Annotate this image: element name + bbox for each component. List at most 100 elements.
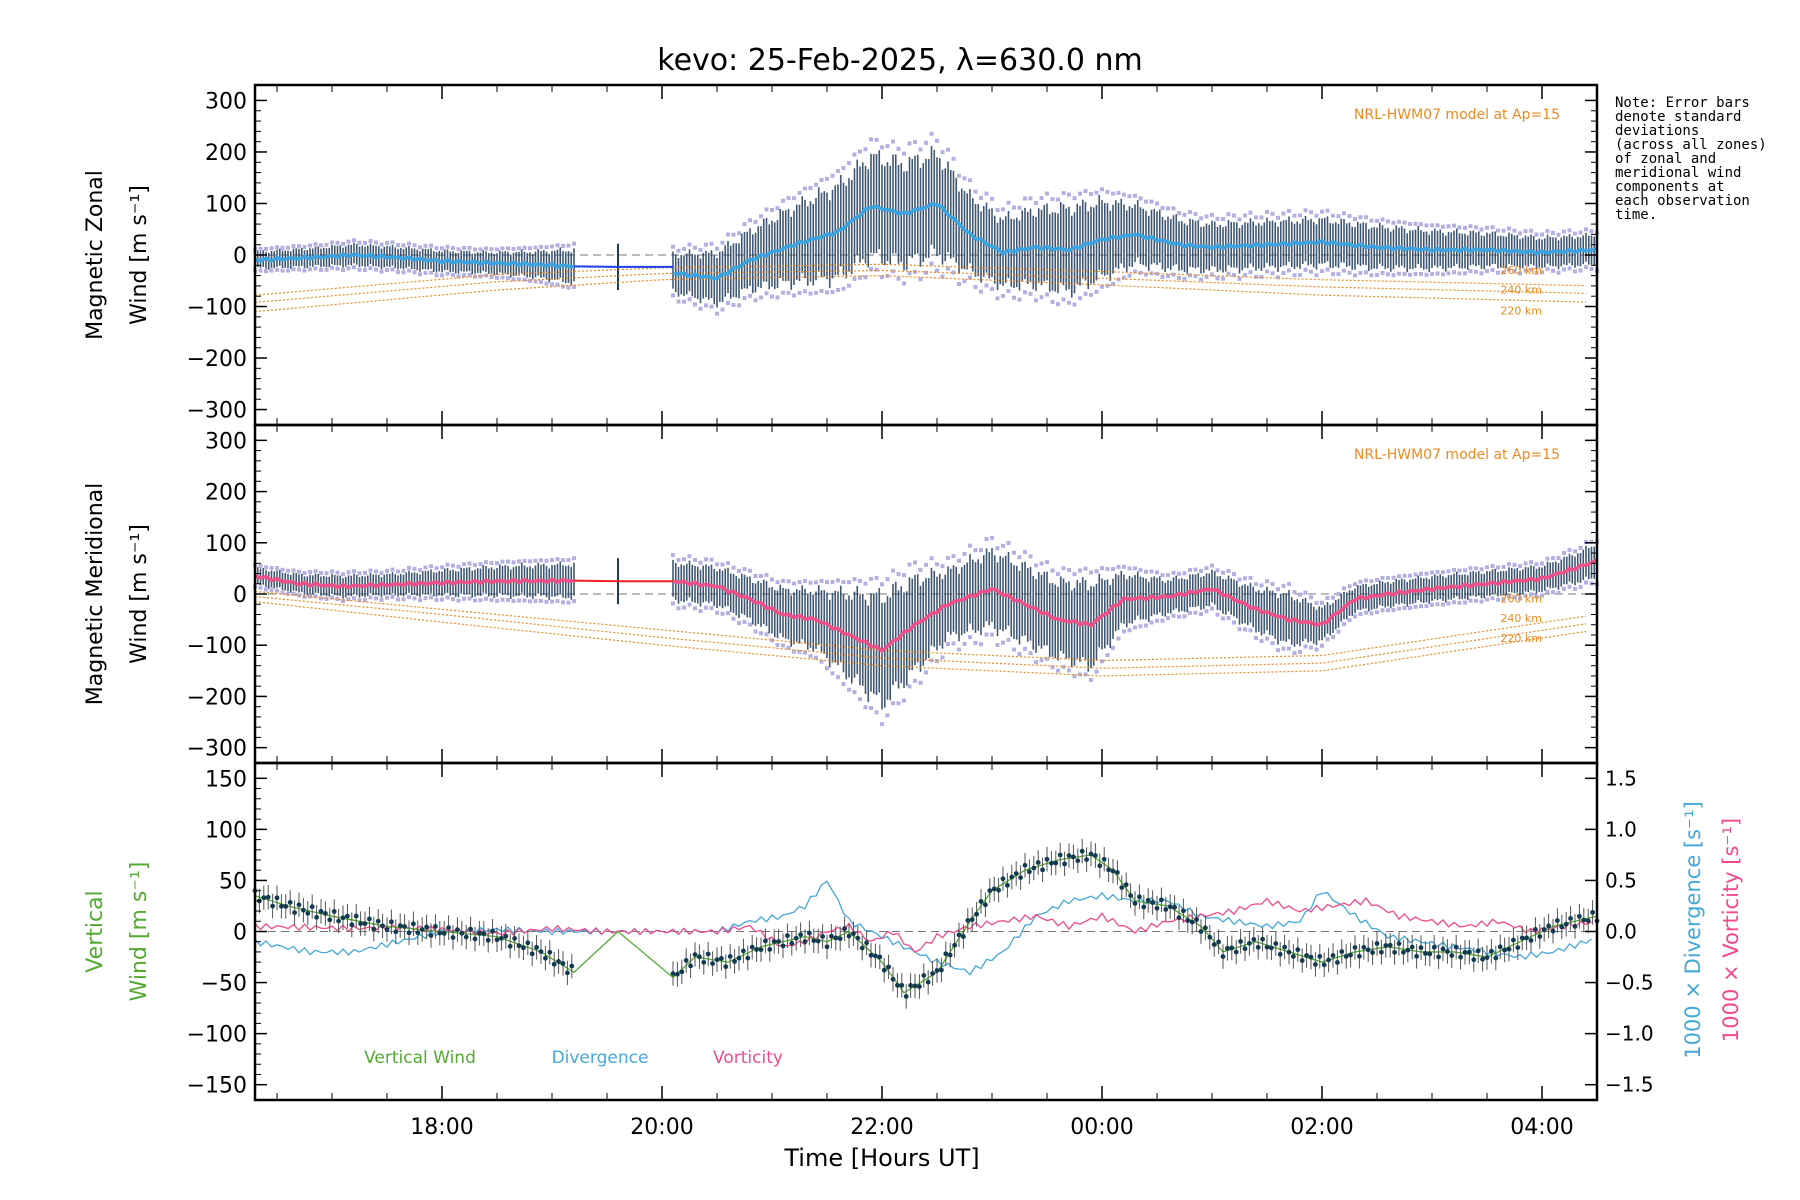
vertical-wind-point [1233, 949, 1239, 955]
vertical-wind-point [309, 904, 315, 910]
zone-point [1259, 215, 1264, 220]
zone-point [962, 176, 967, 181]
zone-point [1072, 572, 1077, 577]
zone-point [539, 558, 543, 563]
zone-point [418, 568, 422, 573]
zone-point [1039, 658, 1044, 663]
zone-point [1072, 674, 1077, 679]
zone-point [385, 267, 389, 272]
zone-point [1177, 614, 1181, 619]
zone-point [1556, 270, 1561, 275]
zone-point [1501, 270, 1506, 275]
vertical-wind-point [1392, 949, 1397, 955]
zone-point [1479, 567, 1484, 572]
zone-point [1133, 625, 1137, 630]
zone-point [1573, 231, 1577, 236]
vertical-wind-point [837, 936, 843, 942]
zone-point [1045, 656, 1049, 661]
zone-point [544, 599, 549, 604]
vertical-wind-point [296, 902, 302, 908]
zone-point [742, 619, 747, 624]
vertical-wind-point [1343, 953, 1349, 959]
zone-point [423, 565, 428, 570]
zone-point [951, 554, 956, 559]
right-y-tick-label: −1.5 [1605, 1073, 1654, 1097]
zone-point [786, 290, 791, 295]
vertical-wind-point [741, 948, 746, 954]
note-line: time. [1615, 207, 1658, 223]
zone-point [797, 649, 802, 654]
vertical-wind-point [815, 938, 821, 944]
zone-point [1232, 273, 1236, 278]
zone-point [445, 595, 450, 600]
vertical-wind-point [1145, 898, 1151, 903]
zone-point [440, 246, 444, 251]
zone-point [423, 270, 428, 275]
zone-point [1298, 592, 1302, 597]
zone-point [1292, 213, 1297, 218]
zone-point [456, 274, 461, 279]
zone-point [781, 198, 785, 203]
zone-point [511, 277, 516, 282]
vertical-wind-point [1260, 936, 1265, 942]
zone-point [1529, 228, 1533, 233]
zone-point [1325, 637, 1330, 642]
zone-point [957, 647, 961, 652]
vertical-wind-point [670, 971, 676, 976]
zone-point [1171, 613, 1176, 618]
vertical-wind-point [1009, 874, 1015, 880]
zone-point [1567, 266, 1572, 271]
vertical-wind-point [371, 926, 377, 932]
zone-point [1116, 277, 1121, 282]
zone-point [1336, 592, 1341, 597]
zone-point [770, 577, 774, 582]
y-tick-label: 100 [205, 532, 247, 557]
zone-point [324, 242, 329, 247]
right-y-tick-label: −0.5 [1605, 971, 1654, 995]
zone-point [924, 562, 928, 567]
vertical-wind-point [908, 983, 913, 988]
zone-point [544, 558, 549, 563]
zone-point [1160, 205, 1165, 210]
zone-point [753, 573, 758, 578]
zone-point [1072, 302, 1077, 307]
zone-point [291, 568, 296, 573]
zone-point [462, 562, 466, 567]
vertical-wind-point [481, 931, 487, 936]
zone-point [1358, 579, 1363, 584]
zone-point [891, 269, 895, 274]
zone-point [1463, 600, 1467, 605]
zone-point [698, 247, 703, 252]
vertical-wind-point [419, 927, 425, 932]
zone-point [1336, 214, 1341, 219]
zone-point [451, 246, 455, 251]
vertical-wind-point [358, 921, 363, 927]
y-tick-label: 100 [205, 818, 247, 843]
vertical-wind-point [547, 949, 553, 955]
divergence-line [254, 880, 1592, 976]
zone-point [1562, 267, 1566, 272]
zone-point [1067, 668, 1071, 673]
zone-point [1149, 620, 1154, 625]
vertical-wind-point [899, 982, 905, 988]
zone-point [346, 570, 351, 575]
zone-point [737, 231, 741, 236]
legend-entry: Vorticity [713, 1048, 783, 1068]
zone-point [1375, 610, 1379, 615]
zone-point [682, 299, 686, 304]
zone-point [522, 598, 527, 603]
model-curve-240km [254, 595, 1587, 669]
zone-point [297, 267, 301, 272]
zone-point [1028, 291, 1033, 296]
vertical-wind-point [283, 903, 289, 909]
zone-point [1490, 596, 1495, 601]
zone-point [753, 298, 758, 303]
note-line: deviations [1615, 123, 1700, 139]
zone-point [1039, 295, 1044, 300]
zone-point [1512, 595, 1517, 600]
zone-point [1402, 573, 1407, 578]
vertical-wind-point [789, 940, 795, 946]
vertical-wind-point [1075, 858, 1081, 864]
zone-point [467, 272, 472, 277]
zone-point [1435, 569, 1440, 574]
